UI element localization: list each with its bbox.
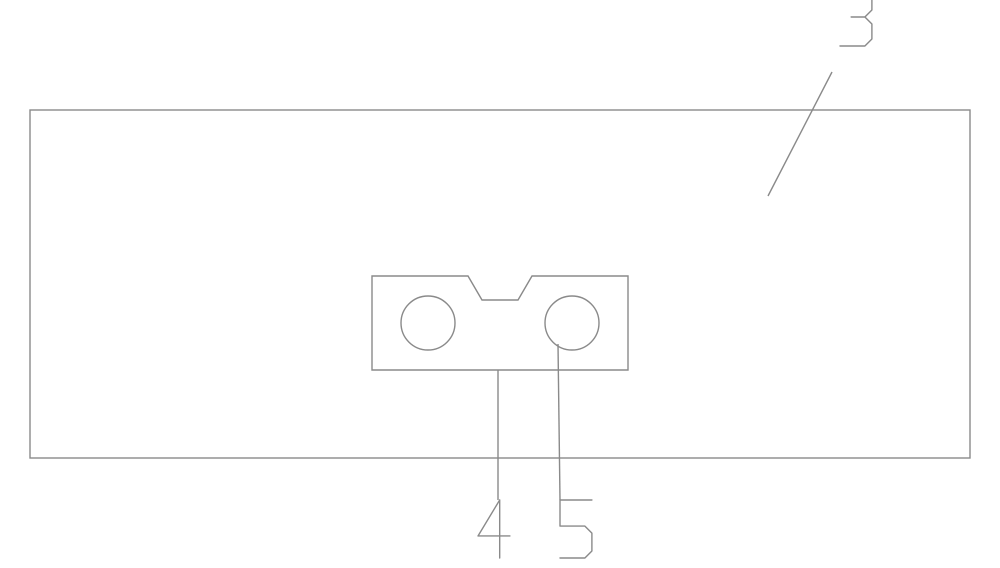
outer-plate bbox=[30, 110, 970, 458]
hole-right bbox=[545, 296, 599, 350]
label-5 bbox=[560, 500, 592, 558]
label-3 bbox=[840, 0, 872, 46]
leader-5 bbox=[558, 344, 560, 500]
center-bracket bbox=[372, 276, 628, 370]
hole-left bbox=[401, 296, 455, 350]
leader-3 bbox=[768, 72, 832, 196]
label-4 bbox=[478, 500, 510, 558]
